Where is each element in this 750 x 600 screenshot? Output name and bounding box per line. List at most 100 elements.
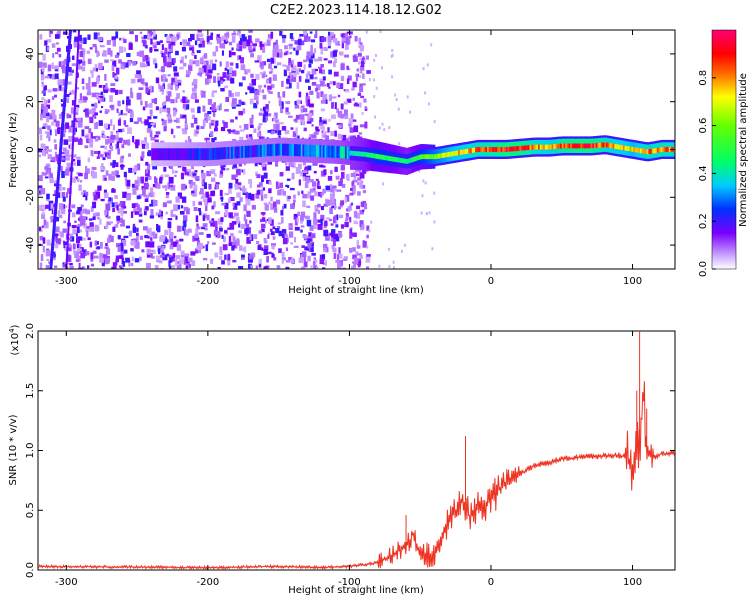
heatmap-noise-cell [166, 114, 172, 118]
heatmap-noise-cell [71, 154, 77, 158]
heatmap-noise-cell [323, 169, 327, 175]
heatmap-noise-cell [271, 243, 276, 247]
heatmap-noise-cell [289, 225, 293, 228]
heatmap-noise-cell [361, 224, 365, 229]
heatmap-noise-cell [139, 62, 145, 68]
heatmap-noise-cell [222, 42, 226, 49]
heatmap-noise-cell [78, 267, 84, 269]
heatmap-noise-cell [351, 232, 357, 237]
heatmap-noise-cell [275, 181, 279, 188]
heatmap-noise-cell [181, 196, 187, 203]
heatmap-noise-cell [125, 225, 130, 229]
heatmap-noise-cell [63, 245, 66, 249]
heatmap-noise-cell [171, 255, 175, 262]
heatmap-noise-cell [86, 50, 90, 54]
snr-y-axis-label: SNR (10 * v/v) [8, 414, 19, 485]
heatmap-noise-cell [219, 227, 223, 232]
heatmap-noise-cell [51, 43, 56, 48]
heatmap-noise-cell [325, 99, 328, 104]
heatmap-noise-cell [105, 258, 110, 264]
heatmap-noise-cell [216, 106, 220, 110]
heatmap-noise-cell [49, 113, 55, 120]
heatmap-noise-cell [41, 225, 44, 228]
heatmap-noise-cell [151, 31, 154, 35]
heatmap-noise-cell [62, 68, 65, 74]
heatmap-noise-cell [319, 259, 324, 265]
heatmap-noise-cell [48, 30, 52, 38]
heatmap-noise-cell [200, 57, 204, 63]
heatmap-noise-cell [110, 83, 116, 87]
heatmap-noise-cell [66, 113, 69, 119]
heatmap-ridge-core [616, 144, 619, 150]
snr-y-tick-label: 0.5 [25, 502, 36, 518]
heatmap-noise-cell [179, 211, 185, 215]
heatmap-noise-cell [201, 172, 206, 180]
heatmap-noise-cell [71, 177, 77, 183]
heatmap-noise-cell [358, 61, 361, 65]
heatmap-noise-cell [320, 81, 325, 87]
heatmap-noise-cell [53, 251, 56, 258]
heatmap-ridge-core [629, 146, 632, 152]
heatmap-noise-cell [388, 247, 390, 251]
heatmap-ridge-band [186, 148, 190, 161]
heatmap-noise-cell [88, 139, 94, 143]
heatmap-noise-cell [101, 163, 104, 167]
heatmap-ridge-band [161, 148, 164, 161]
heatmap-noise-cell [90, 259, 94, 262]
heatmap-noise-cell [199, 211, 202, 216]
heatmap-ridge-core [356, 151, 359, 157]
heatmap-noise-cell [130, 92, 134, 99]
heatmap-noise-cell [142, 268, 147, 269]
heatmap-noise-cell [345, 33, 349, 38]
heatmap-noise-cell [273, 207, 278, 213]
heatmap-noise-cell [41, 103, 46, 110]
heatmap-noise-cell [110, 131, 114, 138]
heatmap-noise-cell [193, 188, 197, 191]
heatmap-noise-cell [296, 82, 300, 89]
heatmap-noise-cell [378, 264, 381, 268]
heatmap-noise-cell [166, 90, 169, 95]
heatmap-ridge-band [171, 148, 174, 161]
heatmap-noise-cell [365, 30, 368, 34]
heatmap-noise-cell [347, 137, 350, 140]
heatmap-ridge-core [515, 146, 519, 151]
heatmap-noise-cell [305, 176, 310, 184]
heatmap-noise-cell [295, 68, 300, 75]
heatmap-noise-cell [280, 210, 284, 216]
heatmap-noise-cell [244, 69, 248, 75]
heatmap-noise-cell [123, 235, 129, 239]
heatmap-ridge-core [549, 144, 553, 150]
heatmap-noise-cell [225, 36, 228, 42]
heatmap-noise-cell [148, 86, 152, 89]
heatmap-noise-cell [174, 174, 177, 177]
heatmap-noise-cell [285, 247, 289, 251]
heatmap-noise-cell [72, 162, 77, 166]
heatmap-noise-cell [223, 86, 227, 89]
heatmap-noise-cell [85, 110, 89, 116]
heatmap-noise-cell [234, 240, 238, 243]
heatmap-noise-cell [240, 129, 245, 132]
heatmap-noise-cell [364, 105, 367, 110]
heatmap-noise-cell [337, 110, 343, 118]
heatmap-noise-cell [98, 120, 103, 126]
heatmap-noise-cell [349, 192, 354, 196]
heatmap-ridge-core [471, 148, 474, 153]
heatmap-noise-cell [224, 254, 227, 260]
heatmap-noise-cell [205, 191, 209, 198]
heatmap-noise-cell [241, 254, 245, 258]
heatmap-noise-cell [72, 212, 76, 218]
heatmap-noise-cell [299, 220, 304, 224]
heatmap-noise-cell [74, 126, 77, 132]
heatmap-noise-cell [98, 62, 103, 70]
heatmap-noise-cell [169, 244, 174, 250]
heatmap-noise-cell [326, 83, 330, 87]
heatmap-noise-cell [310, 195, 315, 201]
heatmap-noise-cell [275, 39, 278, 47]
heatmap-noise-cell [320, 91, 324, 97]
heatmap-noise-cell [349, 127, 354, 133]
heatmap-noise-cell [153, 122, 156, 128]
heatmap-ridge-core [373, 153, 376, 159]
heatmap-noise-cell [175, 117, 180, 124]
heatmap-noise-cell [165, 211, 168, 215]
heatmap-noise-cell [116, 132, 119, 136]
